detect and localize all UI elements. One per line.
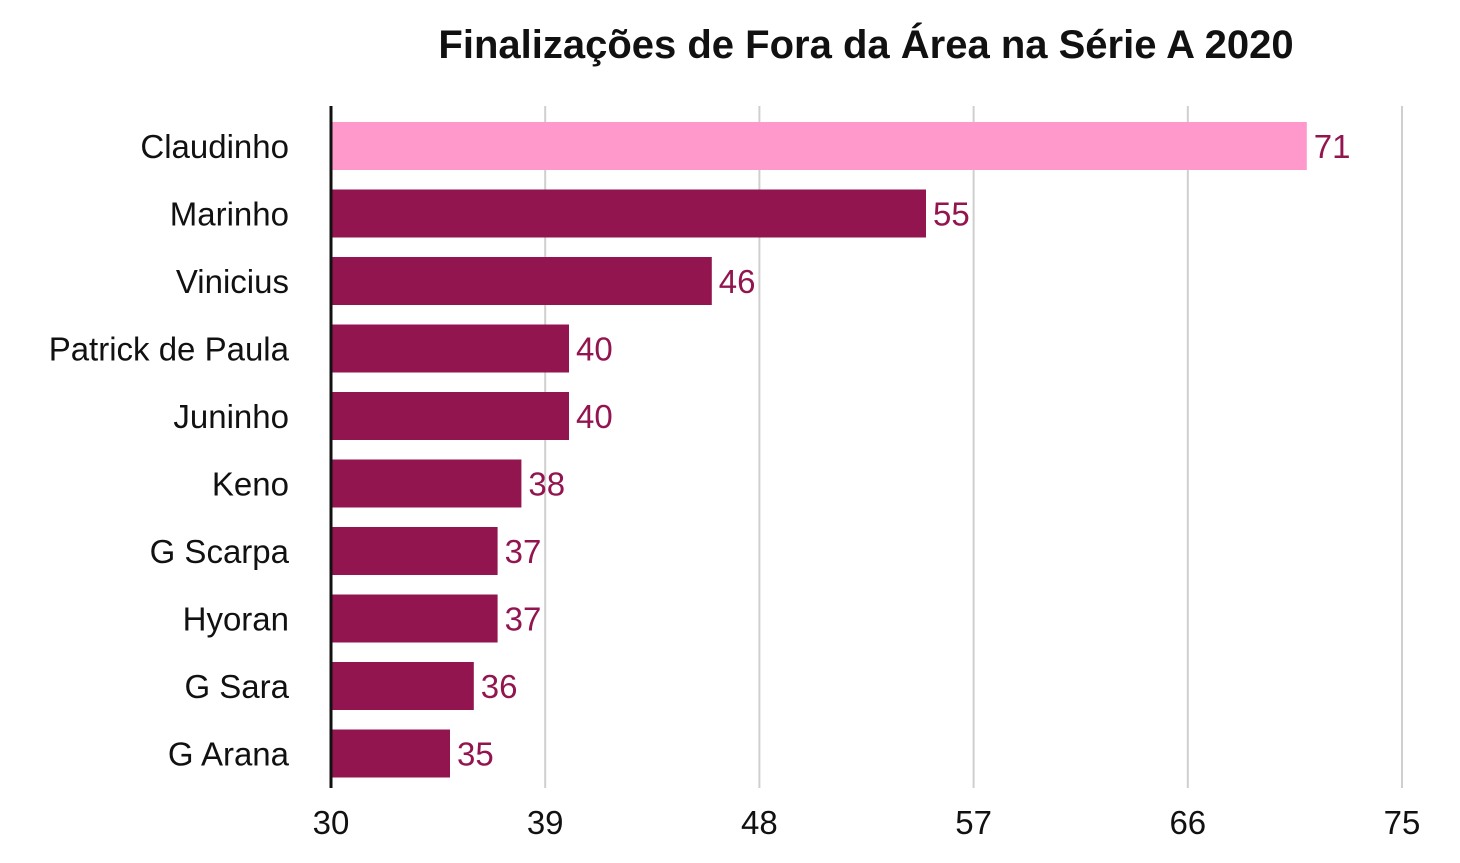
- bar-marinho: [331, 189, 926, 238]
- bar-vinicius: [331, 257, 712, 305]
- x-tick-label-39: 39: [527, 804, 564, 841]
- data-label-g-scarpa: 37: [505, 533, 542, 570]
- category-label-hyoran: Hyoran: [183, 601, 289, 638]
- bar-patrick-de-paula: [331, 324, 569, 373]
- bar-claudinho: [331, 122, 1307, 170]
- x-tick-label-75: 75: [1384, 804, 1421, 841]
- category-label-g-sara: G Sara: [184, 668, 289, 705]
- category-label-patrick-de-paula: Patrick de Paula: [49, 331, 290, 368]
- bar-g-sara: [331, 662, 474, 710]
- data-label-hyoran: 37: [505, 601, 542, 638]
- data-label-marinho: 55: [933, 196, 970, 233]
- category-label-g-arana: G Arana: [168, 736, 290, 773]
- data-label-vinicius: 46: [719, 263, 756, 300]
- data-label-g-arana: 35: [457, 736, 494, 773]
- x-tick-label-48: 48: [741, 804, 778, 841]
- data-label-patrick-de-paula: 40: [576, 331, 613, 368]
- category-label-keno: Keno: [212, 466, 289, 503]
- category-label-g-scarpa: G Scarpa: [150, 533, 290, 570]
- x-tick-label-66: 66: [1169, 804, 1206, 841]
- data-label-g-sara: 36: [481, 668, 518, 705]
- data-label-claudinho: 71: [1314, 128, 1351, 165]
- category-label-vinicius: Vinicius: [176, 263, 289, 300]
- data-label-keno: 38: [528, 466, 565, 503]
- x-tick-label-30: 30: [313, 804, 350, 841]
- data-labels: 71 55 46 40 40 38 37 37 36 35: [457, 128, 1351, 773]
- chart-title: Finalizações de Fora da Área na Série A …: [438, 22, 1293, 67]
- bar-hyoran: [331, 594, 498, 643]
- bar-keno: [331, 459, 522, 508]
- category-label-marinho: Marinho: [170, 196, 289, 233]
- bar-juninho: [331, 392, 569, 440]
- category-labels: Claudinho Marinho Vinicius Patrick de Paula…: [49, 128, 290, 773]
- category-label-claudinho: Claudinho: [140, 128, 289, 165]
- bars: [331, 122, 1307, 778]
- bar-g-scarpa: [331, 527, 498, 575]
- data-label-juninho: 40: [576, 398, 613, 435]
- category-label-juninho: Juninho: [173, 398, 289, 435]
- x-tick-label-57: 57: [955, 804, 992, 841]
- bar-g-arana: [331, 729, 450, 778]
- x-axis-tick-labels: 30 39 48 57 66 75: [313, 804, 1421, 841]
